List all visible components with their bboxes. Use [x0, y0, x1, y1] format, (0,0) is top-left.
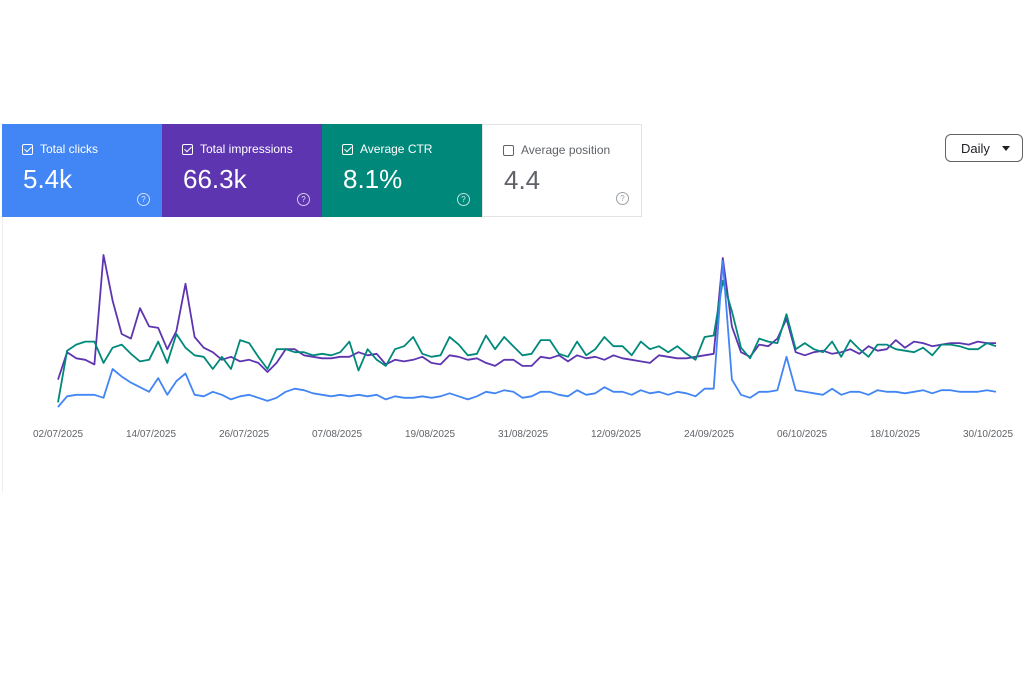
x-tick-label: 12/09/2025 — [591, 429, 641, 440]
performance-line-chart: 02/07/2025 14/07/2025 26/07/2025 07/08/2025… — [33, 254, 1013, 440]
period-dropdown-label: Daily — [961, 140, 990, 156]
caret-down-icon — [1002, 146, 1010, 151]
x-tick-label: 18/10/2025 — [870, 429, 920, 440]
x-tick-label: 24/09/2025 — [684, 429, 734, 440]
card-value: 8.1% — [343, 164, 403, 194]
series-line-1 — [57, 279, 997, 403]
chart-lines — [57, 254, 997, 408]
metric-cards: Total clicks 5.4k ? Total impressions 66… — [2, 124, 642, 217]
x-tick-label: 02/07/2025 — [33, 429, 83, 440]
help-icon[interactable]: ? — [457, 193, 470, 206]
period-dropdown-button[interactable]: Daily — [945, 134, 1023, 162]
x-tick-label: 30/10/2025 — [963, 429, 1013, 440]
x-tick-label: 06/10/2025 — [777, 429, 827, 440]
x-tick-label: 19/08/2025 — [405, 429, 455, 440]
series-line-0 — [57, 254, 996, 380]
card-value: 5.4k — [23, 164, 73, 194]
series-line-2 — [57, 260, 997, 408]
card-label: Total impressions — [200, 142, 293, 156]
x-tick-label: 07/08/2025 — [312, 429, 362, 440]
help-icon[interactable]: ? — [616, 192, 629, 205]
total-clicks-card[interactable]: Total clicks 5.4k ? — [2, 124, 162, 217]
card-label: Total clicks — [40, 142, 99, 156]
help-icon[interactable]: ? — [137, 193, 150, 206]
x-axis-ticks: 02/07/2025 14/07/2025 26/07/2025 07/08/2025… — [33, 429, 1013, 440]
card-label: Average CTR — [360, 142, 433, 156]
checkbox-checked-icon[interactable] — [22, 143, 33, 155]
help-icon[interactable]: ? — [297, 193, 310, 206]
average-ctr-card[interactable]: Average CTR 8.1% ? — [322, 124, 482, 217]
x-tick-label: 14/07/2025 — [126, 429, 176, 440]
average-position-card[interactable]: Average position 4.4 ? — [482, 124, 642, 217]
x-tick-label: 26/07/2025 — [219, 429, 269, 440]
total-impressions-card[interactable]: Total impressions 66.3k ? — [162, 124, 322, 217]
checkbox-unchecked-icon[interactable] — [503, 144, 514, 156]
card-label: Average position — [521, 143, 611, 157]
x-tick-label: 31/08/2025 — [498, 429, 548, 440]
card-value: 66.3k — [183, 164, 247, 194]
checkbox-checked-icon[interactable] — [182, 143, 193, 155]
card-value: 4.4 — [504, 165, 541, 195]
checkbox-checked-icon[interactable] — [342, 143, 353, 155]
